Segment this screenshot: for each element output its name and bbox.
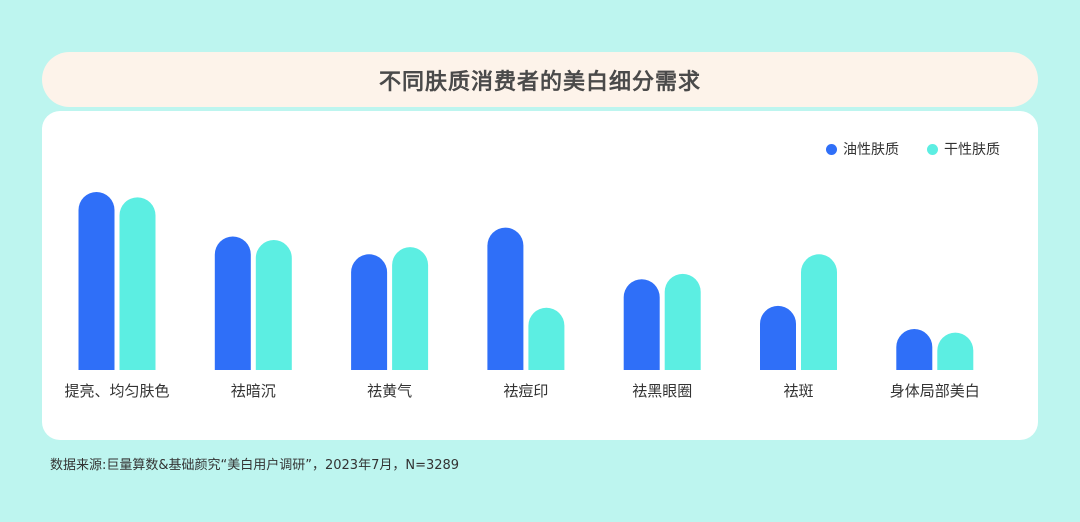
bar-dry-0 <box>119 197 156 370</box>
legend-swatch-dry <box>927 143 938 155</box>
bar-oily-0 <box>78 192 115 370</box>
bar-dry-2 <box>392 247 429 370</box>
legend: 油性肤质 干性肤质 <box>826 139 1000 159</box>
legend-label-dry: 干性肤质 <box>944 142 1000 158</box>
bar-oily-5 <box>760 305 796 370</box>
category-label: 祛黑眼圈 <box>632 382 692 400</box>
source-note: 数据来源:巨量算数&基础颜究“美白用户调研”，2023年7月，N=3289 <box>50 458 460 473</box>
category-label: 提亮、均匀肤色 <box>64 382 169 400</box>
bar-oily-4 <box>623 279 660 370</box>
chart-card: 油性肤质 干性肤质 提亮、均匀肤色 祛暗沉 祛黄气 祛痘印 祛黑眼圈 祛斑 身体局部美白 <box>42 111 1038 440</box>
category-label: 祛斑 <box>783 382 813 400</box>
legend-item-dry: 干性肤质 <box>927 139 1000 159</box>
chart-title: 不同肤质消费者的美白细分需求 <box>378 69 701 95</box>
bar-oily-2 <box>351 254 388 370</box>
bar-dry-5 <box>801 254 837 370</box>
category-label: 身体局部美白 <box>890 382 980 400</box>
bar-chart: 提亮、均匀肤色 祛暗沉 祛黄气 祛痘印 祛黑眼圈 祛斑 身体局部美白 <box>64 192 980 400</box>
chart-title-bar: 不同肤质消费者的美白细分需求 <box>42 52 1038 107</box>
legend-swatch-oily <box>826 143 837 155</box>
legend-label-oily: 油性肤质 <box>843 142 899 158</box>
bar-oily-6 <box>896 329 933 370</box>
category-label: 祛痘印 <box>503 382 548 400</box>
category-label: 祛黄气 <box>367 382 412 400</box>
legend-item-oily: 油性肤质 <box>826 139 899 159</box>
bar-dry-6 <box>937 332 974 370</box>
bar-oily-1 <box>214 236 251 370</box>
bar-oily-3 <box>487 227 524 370</box>
bar-dry-1 <box>255 240 292 370</box>
bar-dry-3 <box>528 307 565 370</box>
bar-dry-4 <box>664 273 701 370</box>
category-label: 祛暗沉 <box>231 382 276 400</box>
